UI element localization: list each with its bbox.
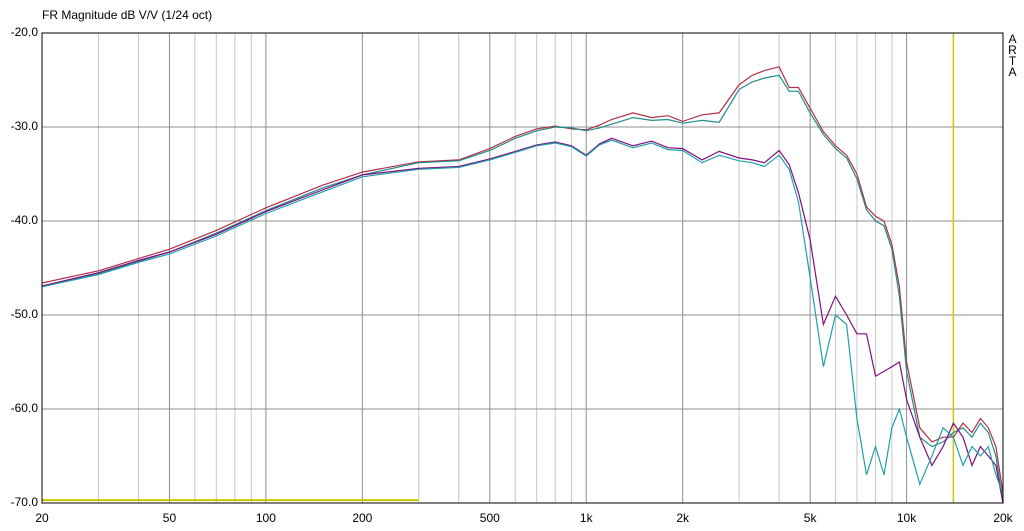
y-tick-label: -30.0 <box>11 119 39 133</box>
y-tick-label: -60.0 <box>11 401 39 415</box>
chart-title: FR Magnitude dB V/V (1/24 oct) <box>42 8 212 22</box>
x-tick-label: 20k <box>993 511 1013 525</box>
x-tick-label: 100 <box>256 511 276 525</box>
plot-border <box>41 32 1004 504</box>
x-tick-label: 1k <box>580 511 594 525</box>
x-tick-label: 2k <box>676 511 690 525</box>
x-tick-label: 20 <box>35 511 49 525</box>
y-tick-label: -20.0 <box>11 25 39 39</box>
x-tick-label: 10k <box>897 511 917 525</box>
watermark: ARTA <box>1008 32 1017 79</box>
y-tick-label: -70.0 <box>11 495 39 509</box>
series-line <box>41 66 1004 494</box>
x-tick-label: 5k <box>804 511 818 525</box>
y-tick-label: -40.0 <box>11 213 39 227</box>
series-line <box>41 137 1004 504</box>
series-line <box>41 74 1004 504</box>
y-tick-label: -50.0 <box>11 307 39 321</box>
x-tick-label: 50 <box>163 511 177 525</box>
x-tick-label: 500 <box>480 511 500 525</box>
series-line <box>41 139 1004 494</box>
x-tick-label: 200 <box>352 511 372 525</box>
